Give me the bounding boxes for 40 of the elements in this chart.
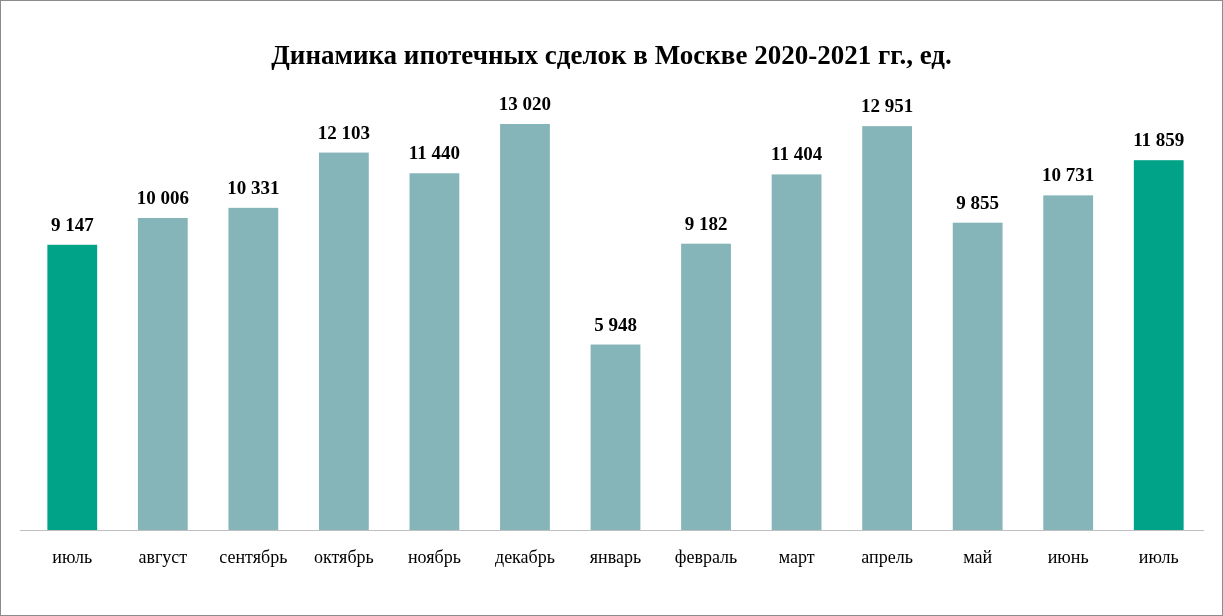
bar	[228, 207, 279, 530]
x-tick-label: ноябрь	[407, 547, 461, 567]
data-label: 5 948	[594, 313, 637, 335]
bar	[771, 174, 822, 530]
bar	[137, 217, 188, 530]
bar	[318, 152, 369, 530]
data-label: 9 147	[50, 213, 95, 235]
data-label: 9 182	[684, 212, 728, 234]
data-label: 10 731	[1042, 164, 1095, 186]
bar	[1043, 195, 1094, 530]
data-label: 12 951	[860, 95, 914, 117]
bar	[1133, 160, 1184, 530]
bar	[409, 173, 460, 530]
data-label: 11 440	[408, 142, 461, 164]
data-label: 9 855	[956, 191, 1000, 213]
x-tick-label: май	[963, 547, 993, 567]
bar	[590, 344, 641, 530]
x-tick-label: январь	[589, 547, 642, 567]
x-tick-label: июль	[1138, 547, 1179, 567]
data-label: 12 103	[317, 121, 371, 143]
bar	[500, 124, 550, 530]
x-tick-label: октябрь	[313, 547, 374, 567]
x-tick-label: июнь	[1047, 547, 1089, 567]
data-label: 10 331	[227, 176, 280, 198]
x-tick-label: февраль	[674, 547, 738, 567]
x-tick-label: июль	[52, 547, 93, 567]
data-label: 10 006	[136, 186, 189, 208]
data-label: 13 020	[498, 93, 552, 114]
x-tick-label: апрель	[861, 547, 913, 567]
x-tick-label: сентябрь	[219, 547, 288, 567]
x-tick-label: март	[778, 547, 815, 567]
bar	[47, 244, 98, 530]
data-label: 11 859	[1133, 129, 1185, 151]
chart-title: Динамика ипотечных сделок в Москве 2020-2021 гг., ед.	[271, 40, 952, 70]
bar	[862, 126, 913, 530]
x-tick-label: август	[138, 547, 188, 567]
x-tick-label: декабрь	[494, 547, 555, 567]
bar	[952, 222, 1003, 530]
data-label: 11 404	[770, 143, 823, 165]
bar	[681, 243, 731, 530]
